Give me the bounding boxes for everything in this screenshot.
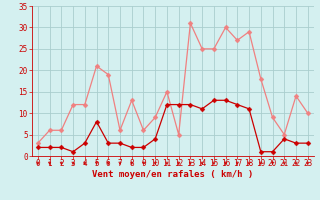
X-axis label: Vent moyen/en rafales ( km/h ): Vent moyen/en rafales ( km/h ) <box>92 170 253 179</box>
